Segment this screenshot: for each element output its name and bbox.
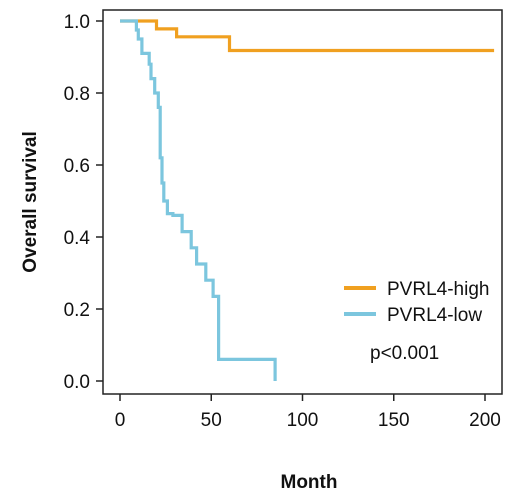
p-value-annotation: p<0.001 bbox=[370, 343, 439, 364]
x-tick-label: 0 bbox=[115, 410, 126, 431]
x-tick-label: 50 bbox=[201, 410, 222, 431]
series-line-pvrl4-high bbox=[120, 19, 495, 53]
legend-label-low: PVRL4-low bbox=[387, 305, 482, 326]
x-tick-label: 150 bbox=[378, 410, 410, 431]
y-tick-label: 0.6 bbox=[64, 156, 90, 177]
x-axis-title: Month bbox=[281, 472, 338, 493]
y-tick-label: 1.0 bbox=[64, 12, 90, 33]
legend: PVRL4-high PVRL4-low bbox=[344, 279, 489, 326]
x-tick-label: 200 bbox=[469, 410, 501, 431]
y-tick-label: 0.0 bbox=[64, 372, 90, 393]
legend-label-high: PVRL4-high bbox=[387, 279, 489, 300]
y-axis-title: Overall survival bbox=[20, 131, 41, 273]
y-tick-label: 0.4 bbox=[64, 228, 91, 249]
y-tick-label: 0.2 bbox=[64, 300, 90, 321]
series-line-pvrl4-low bbox=[120, 19, 277, 381]
y-tick-label: 0.8 bbox=[64, 84, 90, 105]
x-tick-label: 100 bbox=[287, 410, 319, 431]
